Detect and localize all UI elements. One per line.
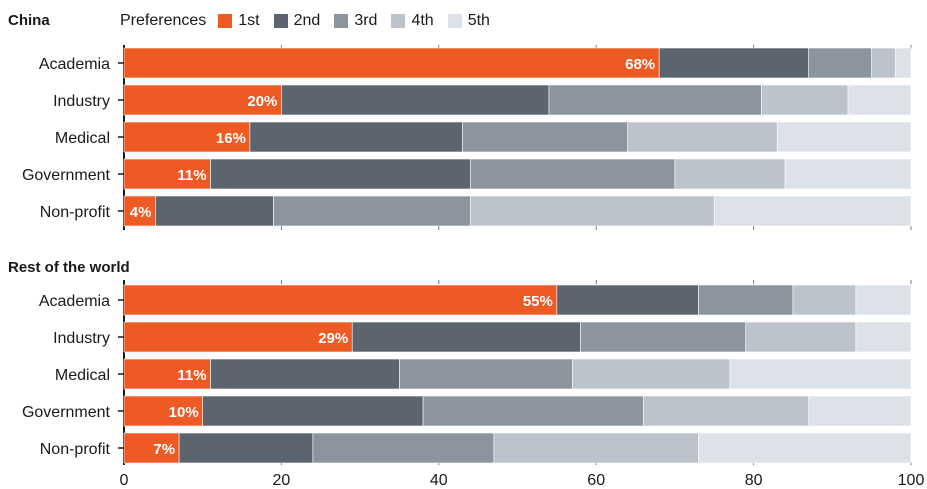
- data-label-government: 11%: [177, 167, 206, 184]
- bar-industry-2nd: [351, 321, 581, 353]
- bar-non-profit-4th: [469, 195, 715, 227]
- bar-academia-2nd: [658, 47, 809, 79]
- bar-medical-1st: [123, 121, 251, 153]
- bar-non-profit-2nd: [178, 432, 314, 464]
- panel-title-china: China: [8, 12, 50, 29]
- category-label-government: Government: [22, 167, 111, 184]
- bar-academia-5th: [855, 284, 912, 316]
- legend-swatch-4th: [391, 14, 406, 28]
- category-label-government: Government: [22, 404, 111, 421]
- legend-item-2nd: 2nd: [273, 12, 321, 30]
- bar-industry-4th: [761, 84, 849, 116]
- bar-medical-2nd: [210, 358, 400, 390]
- bar-industry-5th: [847, 84, 912, 116]
- legend-swatch-3rd: [334, 14, 349, 28]
- bar-non-profit-3rd: [312, 432, 495, 464]
- bar-non-profit-5th: [713, 195, 912, 227]
- legend-item-1st: 1st: [218, 12, 260, 30]
- legend-title: Preferences: [120, 12, 207, 29]
- bar-industry-5th: [855, 321, 912, 353]
- category-label-industry: Industry: [53, 93, 110, 110]
- data-label-non-profit: 7%: [153, 441, 175, 458]
- category-label-non-profit: Non-profit: [40, 441, 111, 458]
- bar-government-1st: [123, 395, 203, 427]
- x-tick-label-80: 80: [745, 472, 763, 489]
- bar-non-profit-4th: [493, 432, 699, 464]
- x-tick-label-20: 20: [273, 472, 291, 489]
- bar-industry-2nd: [281, 84, 550, 116]
- bar-academia-3rd: [808, 47, 872, 79]
- bar-medical-4th: [627, 121, 778, 153]
- bar-government-5th: [808, 395, 912, 427]
- bar-academia-5th: [894, 47, 912, 79]
- data-label-non-profit: 4%: [130, 204, 152, 221]
- bar-government-4th: [643, 395, 809, 427]
- legend-item-3rd: 3rd: [334, 12, 377, 30]
- legend-label-5th: 5th: [467, 12, 490, 29]
- bar-industry-1st: [123, 84, 282, 116]
- legend-label-4th: 4th: [411, 12, 434, 29]
- legend-swatch-2nd: [273, 14, 288, 28]
- bar-medical-3rd: [462, 121, 628, 153]
- bar-medical-5th: [776, 121, 912, 153]
- bar-government-2nd: [202, 395, 424, 427]
- panel-title-rest-of-world: Rest of the world: [8, 259, 130, 276]
- bar-non-profit-2nd: [155, 195, 274, 227]
- bar-academia-4th: [871, 47, 896, 79]
- data-label-government: 10%: [169, 404, 199, 421]
- bar-industry-3rd: [580, 321, 747, 353]
- data-label-medical: 11%: [177, 367, 206, 384]
- bar-academia-1st: [123, 284, 558, 316]
- category-label-industry: Industry: [53, 330, 110, 347]
- data-label-industry: 29%: [318, 330, 348, 347]
- bar-medical-4th: [572, 358, 731, 390]
- bar-government-3rd: [422, 395, 644, 427]
- bar-medical-1st: [123, 358, 211, 390]
- bar-government-3rd: [469, 158, 676, 190]
- bar-academia-1st: [123, 47, 660, 79]
- bar-non-profit-1st: [123, 432, 180, 464]
- bar-non-profit-1st: [123, 195, 156, 227]
- bar-medical-5th: [729, 358, 912, 390]
- bar-non-profit-5th: [698, 432, 912, 464]
- category-label-non-profit: Non-profit: [40, 204, 111, 221]
- bar-non-profit-3rd: [273, 195, 471, 227]
- bar-industry-4th: [745, 321, 857, 353]
- data-label-medical: 16%: [216, 130, 246, 147]
- x-tick-label-60: 60: [587, 472, 605, 489]
- legend-item-4th: 4th: [391, 12, 434, 30]
- legend: Preferences 1st 2nd 3rd 4th 5th: [120, 10, 504, 32]
- bar-government-1st: [123, 158, 211, 190]
- category-label-academia: Academia: [39, 56, 110, 73]
- data-label-industry: 20%: [247, 93, 277, 110]
- x-tick-label-100: 100: [898, 472, 925, 489]
- bar-academia-2nd: [556, 284, 699, 316]
- legend-label-3rd: 3rd: [354, 12, 378, 29]
- x-tick-label-0: 0: [120, 472, 129, 489]
- bar-medical-2nd: [249, 121, 463, 153]
- category-label-medical: Medical: [55, 130, 110, 147]
- bar-government-2nd: [210, 158, 471, 190]
- data-label-academia: 55%: [523, 293, 553, 310]
- legend-swatch-5th: [447, 14, 462, 28]
- legend-swatch-1st: [218, 14, 233, 28]
- data-label-academia: 68%: [625, 56, 655, 73]
- legend-label-1st: 1st: [238, 12, 260, 29]
- category-label-academia: Academia: [39, 293, 110, 310]
- bar-academia-4th: [792, 284, 857, 316]
- bar-government-5th: [784, 158, 912, 190]
- category-label-medical: Medical: [55, 367, 110, 384]
- bar-government-4th: [674, 158, 786, 190]
- bar-industry-3rd: [548, 84, 762, 116]
- x-tick-label-40: 40: [430, 472, 448, 489]
- bar-academia-3rd: [698, 284, 794, 316]
- legend-item-5th: 5th: [447, 12, 490, 30]
- legend-label-2nd: 2nd: [293, 12, 321, 29]
- bar-medical-3rd: [399, 358, 573, 390]
